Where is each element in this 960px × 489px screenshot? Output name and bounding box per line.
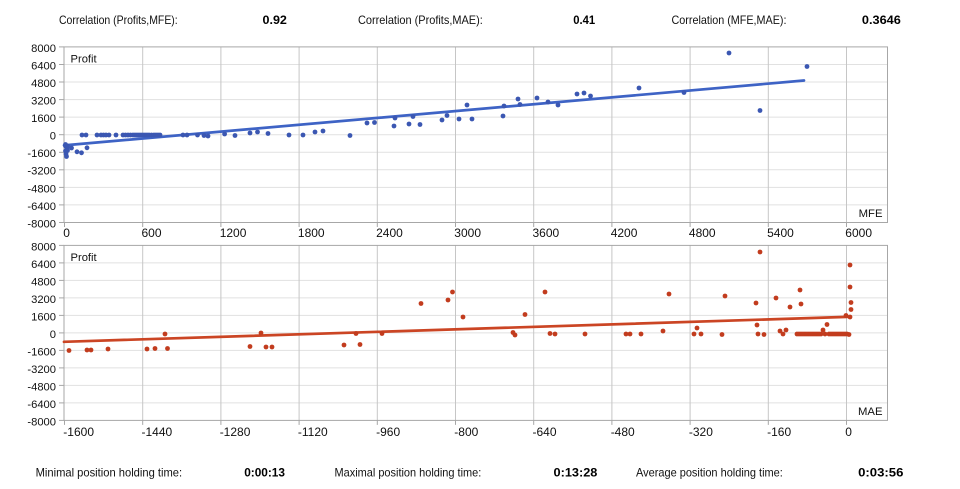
svg-text:MAE: MAE — [858, 406, 883, 418]
svg-text:1800: 1800 — [298, 226, 325, 240]
svg-text:-3200: -3200 — [27, 166, 56, 178]
svg-text:-6400: -6400 — [27, 201, 56, 213]
svg-text:-480: -480 — [611, 425, 635, 439]
svg-text:MFE: MFE — [859, 208, 883, 220]
svg-text:Correlation (MFE,MAE):: Correlation (MFE,MAE): — [672, 13, 787, 27]
svg-text:600: 600 — [142, 226, 162, 240]
svg-text:4800: 4800 — [31, 78, 56, 90]
svg-text:Correlation (Profits,MFE):: Correlation (Profits,MFE): — [59, 13, 178, 27]
svg-text:-8000: -8000 — [27, 416, 56, 428]
svg-text:1600: 1600 — [31, 311, 56, 323]
svg-text:-960: -960 — [376, 425, 400, 439]
svg-text:4800: 4800 — [31, 276, 56, 288]
svg-text:0: 0 — [50, 329, 56, 341]
svg-text:6400: 6400 — [31, 259, 56, 271]
svg-text:-320: -320 — [689, 425, 713, 439]
svg-text:0: 0 — [63, 226, 70, 240]
svg-text:0.92: 0.92 — [263, 13, 288, 27]
svg-text:-160: -160 — [767, 425, 791, 439]
svg-text:Average position holding time:: Average position holding time: — [636, 466, 783, 480]
svg-text:4200: 4200 — [611, 226, 638, 240]
svg-text:0: 0 — [845, 425, 852, 439]
svg-text:Profit: Profit — [71, 252, 98, 264]
svg-text:5400: 5400 — [767, 226, 794, 240]
svg-text:2400: 2400 — [376, 226, 403, 240]
svg-text:-3200: -3200 — [27, 364, 56, 376]
svg-text:-1600: -1600 — [27, 148, 56, 160]
svg-text:-4800: -4800 — [27, 381, 56, 393]
svg-text:3000: 3000 — [454, 226, 481, 240]
svg-text:8000: 8000 — [31, 43, 56, 55]
svg-text:-8000: -8000 — [27, 218, 56, 230]
svg-text:Profit: Profit — [71, 53, 98, 65]
svg-text:6400: 6400 — [31, 60, 56, 72]
svg-text:3200: 3200 — [31, 96, 56, 108]
svg-text:6000: 6000 — [845, 226, 872, 240]
svg-text:0.41: 0.41 — [573, 13, 595, 27]
svg-text:1600: 1600 — [31, 113, 56, 125]
svg-text:Correlation (Profits,MAE):: Correlation (Profits,MAE): — [358, 13, 483, 27]
svg-text:-1120: -1120 — [298, 425, 328, 439]
svg-text:0:00:13: 0:00:13 — [244, 466, 285, 480]
svg-text:-4800: -4800 — [27, 183, 56, 195]
svg-text:-800: -800 — [454, 425, 478, 439]
svg-text:3200: 3200 — [31, 294, 56, 306]
svg-text:8000: 8000 — [31, 241, 56, 253]
svg-text:-1440: -1440 — [142, 425, 173, 439]
svg-text:3600: 3600 — [533, 226, 560, 240]
svg-text:0:03:56: 0:03:56 — [858, 466, 904, 480]
svg-text:0.3646: 0.3646 — [862, 13, 901, 27]
svg-text:-6400: -6400 — [27, 399, 56, 411]
svg-text:-1280: -1280 — [220, 425, 251, 439]
svg-text:Maximal position holding time:: Maximal position holding time: — [335, 466, 482, 480]
svg-text:4800: 4800 — [689, 226, 716, 240]
svg-text:-1600: -1600 — [63, 425, 94, 439]
svg-text:Minimal position holding time:: Minimal position holding time: — [36, 466, 183, 480]
svg-text:-1600: -1600 — [27, 346, 56, 358]
svg-text:0:13:28: 0:13:28 — [554, 466, 598, 480]
svg-text:-640: -640 — [533, 425, 557, 439]
svg-text:0: 0 — [50, 131, 56, 143]
svg-text:1200: 1200 — [220, 226, 247, 240]
